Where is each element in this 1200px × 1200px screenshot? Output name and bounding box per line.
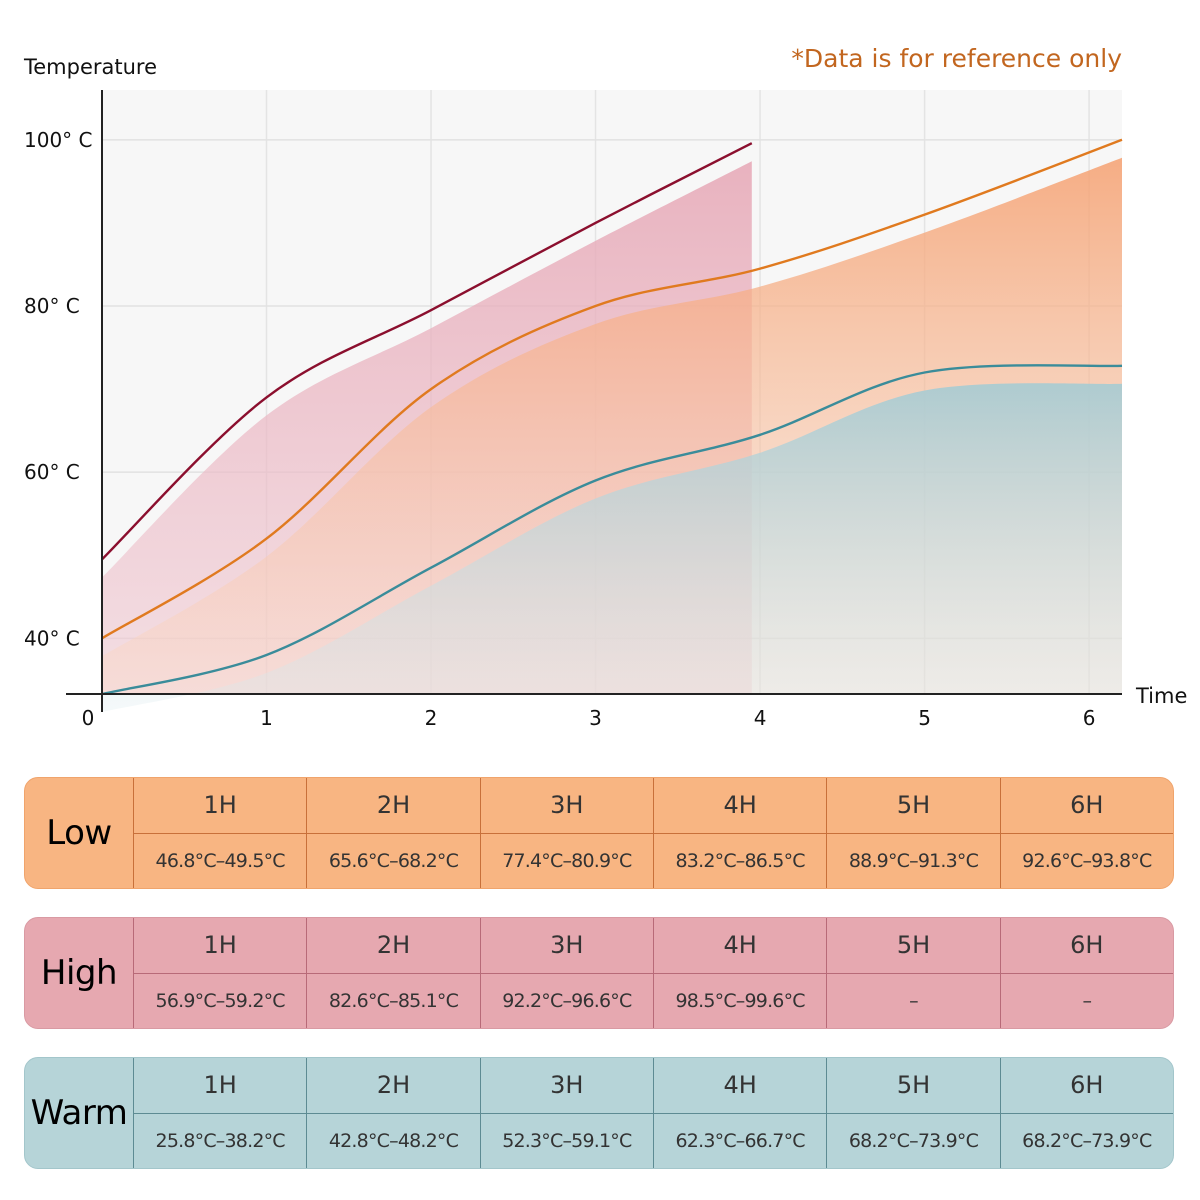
- warm-mode-table: Warm 1H 25.8°C–38.2°C 2H 42.8°C–48.2°C 3H 5…: [24, 1057, 1174, 1169]
- temperature-range: –: [827, 972, 1000, 1029]
- series-lines: [101, 138, 1123, 696]
- hour-label: 3H: [550, 791, 584, 820]
- hour-column: 3H 92.2°C–96.6°C: [479, 918, 653, 1029]
- hour-label: 1H: [203, 1071, 237, 1100]
- hour-label: 5H: [896, 791, 931, 820]
- x-axis-label: Time: [1135, 684, 1187, 708]
- low-mode-table: Low 1H 46.8°C–49.5°C 2H 65.6°C–68.2°C 3H 77…: [24, 777, 1174, 889]
- y-tick-label: 100° C: [24, 128, 93, 152]
- x-tick-label: 6: [1083, 706, 1096, 730]
- temperature-range: 68.2°C–73.9°C: [1000, 1112, 1173, 1169]
- hour-label: 6H: [1070, 1071, 1104, 1100]
- hour-column: 1H 46.8°C–49.5°C: [133, 778, 307, 889]
- hour-label: 4H: [723, 931, 757, 960]
- hour-column: 2H 42.8°C–48.2°C: [306, 1058, 480, 1169]
- hour-label: 1H: [203, 931, 237, 960]
- hour-column: 4H 83.2°C–86.5°C: [652, 778, 827, 889]
- mode-label: High: [40, 953, 118, 993]
- hour-column: 4H 98.5°C–99.6°C: [652, 918, 827, 1029]
- tick-labels: 0 1 2 3 4 5 6 40° C 60° C 80° C 100° C: [24, 128, 1095, 730]
- line-warm: [101, 364, 1123, 696]
- temperature-range: 77.4°C–80.9°C: [480, 832, 653, 889]
- series-areas: [102, 157, 1122, 712]
- x-tick-label: 2: [425, 706, 438, 730]
- hour-label: 4H: [723, 791, 757, 820]
- x-tick-label: 5: [918, 706, 931, 730]
- line-low: [101, 138, 1123, 640]
- hour-label: 3H: [550, 931, 584, 960]
- temperature-range: 83.2°C–86.5°C: [653, 832, 827, 889]
- temperature-range: 46.8°C–49.5°C: [134, 832, 307, 889]
- hour-column: 1H 25.8°C–38.2°C: [133, 1058, 307, 1169]
- temperature-range: 56.9°C–59.2°C: [134, 972, 307, 1029]
- temperature-range: 88.9°C–91.3°C: [827, 832, 1000, 889]
- reference-note: *Data is for reference only: [791, 44, 1122, 73]
- temperature-range: 98.5°C–99.6°C: [653, 972, 827, 1029]
- temperature-range: –: [1000, 972, 1173, 1029]
- hour-label: 5H: [896, 1071, 931, 1100]
- y-tick-label: 60° C: [24, 460, 80, 484]
- y-tick-label: 80° C: [24, 294, 80, 318]
- x-tick-label: 3: [589, 706, 602, 730]
- hour-column: 6H 68.2°C–73.9°C: [999, 1058, 1173, 1169]
- hour-column: 3H 77.4°C–80.9°C: [479, 778, 653, 889]
- hour-column: 5H –: [826, 918, 1000, 1029]
- hour-label: 2H: [376, 791, 411, 820]
- hour-column: 2H 65.6°C–68.2°C: [306, 778, 480, 889]
- x-tick-label: 4: [754, 706, 767, 730]
- hour-column: 6H –: [999, 918, 1173, 1029]
- temperature-range: 42.8°C–48.2°C: [307, 1112, 480, 1169]
- hour-label: 5H: [896, 931, 931, 960]
- y-axis-label: Temperature: [23, 55, 157, 79]
- hour-label: 4H: [723, 1071, 757, 1100]
- hour-label: 1H: [203, 791, 237, 820]
- hour-column: 2H 82.6°C–85.1°C: [306, 918, 480, 1029]
- hour-column: 1H 56.9°C–59.2°C: [133, 918, 307, 1029]
- x-tick-label: 1: [260, 706, 273, 730]
- hour-column: 5H 68.2°C–73.9°C: [826, 1058, 1000, 1169]
- hour-label: 2H: [376, 1071, 411, 1100]
- temperature-range: 52.3°C–59.1°C: [480, 1112, 653, 1169]
- hour-column: 4H 62.3°C–66.7°C: [652, 1058, 827, 1169]
- line-high: [101, 142, 753, 561]
- temperature-range: 25.8°C–38.2°C: [134, 1112, 307, 1169]
- temperature-range: 82.6°C–85.1°C: [307, 972, 480, 1029]
- temperature-range: 68.2°C–73.9°C: [827, 1112, 1000, 1169]
- hour-column: 3H 52.3°C–59.1°C: [479, 1058, 653, 1169]
- temperature-range: 92.6°C–93.8°C: [1000, 832, 1173, 889]
- hour-label: 6H: [1070, 931, 1104, 960]
- temperature-range: 62.3°C–66.7°C: [653, 1112, 827, 1169]
- temperature-chart: 0 1 2 3 4 5 6 40° C 60° C 80° C 100° C Temperature…: [23, 44, 1187, 730]
- hour-label: 3H: [550, 1071, 584, 1100]
- high-mode-table: High 1H 56.9°C–59.2°C 2H 82.6°C–85.1°C 3H 9…: [24, 917, 1174, 1029]
- temperature-range: 65.6°C–68.2°C: [307, 832, 480, 889]
- hour-column: 6H 92.6°C–93.8°C: [999, 778, 1173, 889]
- area-warm: [102, 383, 1122, 712]
- y-tick-label: 40° C: [24, 626, 80, 650]
- x-tick-label: 0: [82, 706, 95, 730]
- mode-label: Warm: [30, 1093, 128, 1133]
- temperature-range: 92.2°C–96.6°C: [480, 972, 653, 1029]
- hour-column: 5H 88.9°C–91.3°C: [826, 778, 1000, 889]
- hour-label: 6H: [1070, 791, 1104, 820]
- mode-label: Low: [46, 813, 112, 853]
- hour-label: 2H: [376, 931, 411, 960]
